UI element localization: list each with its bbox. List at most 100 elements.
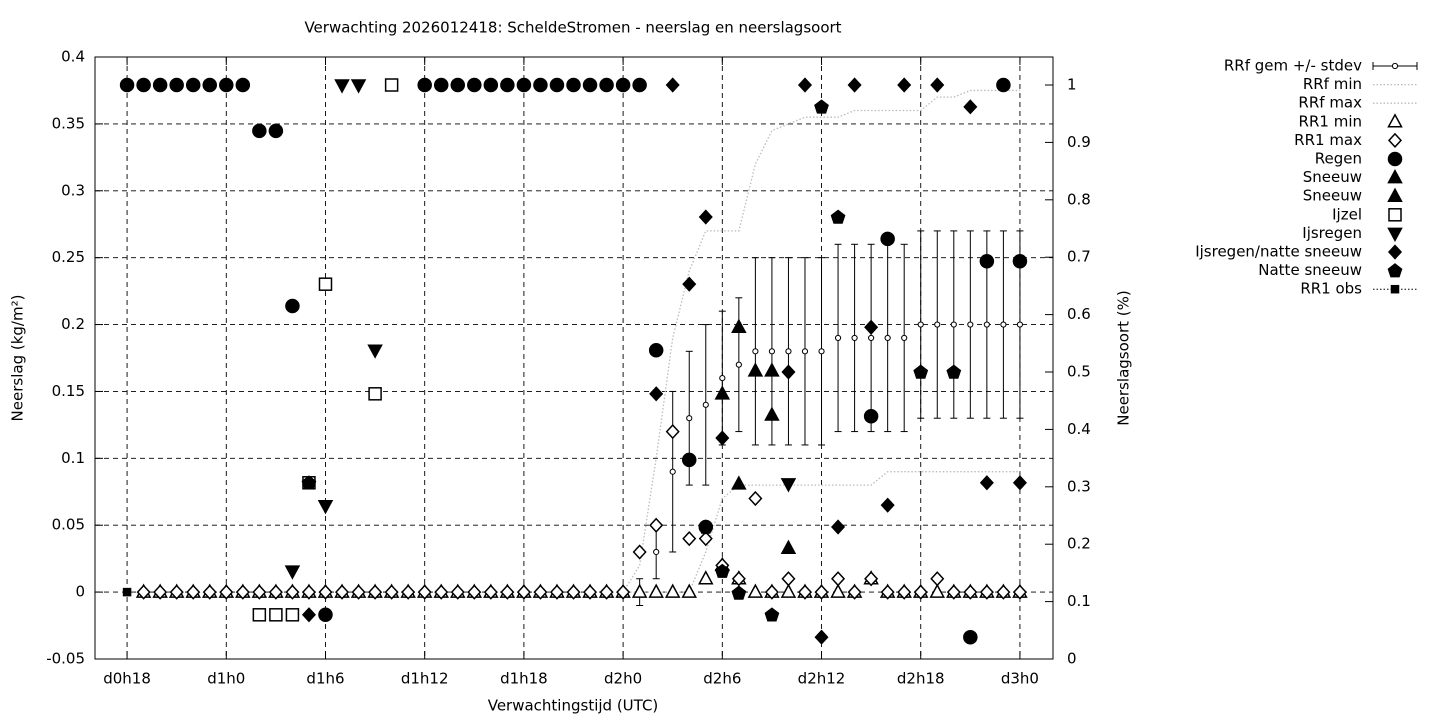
data-point — [665, 423, 680, 440]
y-tick-label: 0.1 — [61, 449, 85, 467]
mean-point — [801, 348, 809, 355]
data-point — [202, 77, 217, 93]
mean-point — [702, 401, 709, 408]
legend-label: RRf max — [1298, 94, 1362, 112]
data-point — [615, 77, 631, 93]
data-point — [434, 584, 449, 600]
data-point — [202, 584, 217, 600]
data-point — [1012, 475, 1027, 491]
data-point — [681, 583, 698, 598]
chart-title: Verwachting 2026012418: ScheldeStromen -… — [304, 19, 841, 37]
data-point — [549, 584, 564, 600]
y-tick-label: 0.2 — [61, 315, 85, 333]
data-point — [533, 584, 548, 600]
data-point — [318, 607, 333, 623]
data-point — [814, 99, 829, 114]
y2-tick-label: 0.2 — [1067, 535, 1091, 553]
data-point — [747, 362, 764, 377]
legend-label: Ijzel — [1332, 205, 1362, 223]
legend-label: RR1 obs — [1300, 280, 1362, 298]
data-point — [764, 607, 780, 622]
data-point — [831, 571, 846, 587]
data-point — [847, 77, 862, 93]
error-bar — [917, 230, 925, 419]
y-tick-label: 0.15 — [52, 382, 85, 400]
legend-symbol — [1387, 263, 1403, 278]
error-bar — [851, 243, 859, 433]
data-point — [268, 123, 284, 139]
data-point — [797, 584, 813, 600]
error-bar — [950, 230, 958, 419]
data-point — [747, 583, 764, 598]
error-bar — [718, 310, 726, 446]
data-point — [582, 77, 598, 93]
data-point — [450, 584, 465, 600]
mean-point — [1016, 321, 1024, 328]
data-point — [698, 530, 713, 547]
error-bar — [933, 230, 941, 419]
legend-symbol — [1388, 208, 1402, 222]
data-point — [284, 565, 301, 580]
data-point — [500, 584, 515, 600]
legend-label: Ijsregen — [1302, 224, 1362, 242]
data-point — [731, 571, 746, 587]
error-bar — [818, 257, 826, 446]
mean-point — [901, 334, 908, 342]
x-tick-label: d1h18 — [500, 670, 548, 688]
mean-point — [950, 321, 957, 328]
y2-tick-label: 0.3 — [1067, 477, 1091, 495]
data-point — [631, 583, 648, 598]
error-bar — [751, 257, 759, 446]
data-point — [897, 584, 912, 600]
legend-label: RR1 max — [1294, 131, 1362, 149]
legend-symbol — [1387, 227, 1403, 242]
y-tick-label: 0.35 — [52, 114, 85, 132]
data-point — [549, 77, 565, 93]
data-point — [185, 77, 201, 93]
data-point — [880, 584, 895, 600]
data-point — [433, 77, 449, 93]
data-point — [152, 77, 168, 93]
data-point — [830, 209, 846, 224]
data-point — [731, 318, 747, 333]
data-point — [814, 584, 829, 600]
data-point — [483, 584, 498, 600]
y2-tick-label: 0 — [1067, 650, 1077, 668]
data-point — [780, 478, 797, 493]
data-point — [979, 475, 994, 491]
data-point — [136, 584, 151, 600]
data-point — [384, 78, 399, 92]
data-point — [467, 77, 482, 93]
legend-label: Sneeuw — [1303, 187, 1362, 205]
y2-tick-label: 0.1 — [1067, 592, 1091, 610]
data-point — [632, 77, 647, 93]
mean-point — [884, 334, 891, 342]
data-point — [367, 344, 383, 359]
legend-symbol — [1390, 284, 1400, 294]
legend-symbol — [1387, 151, 1403, 167]
data-point — [599, 77, 614, 93]
legend-label: Sneeuw — [1303, 168, 1362, 186]
mean-point — [1000, 321, 1007, 328]
legend-label: Natte sneeuw — [1258, 261, 1362, 279]
legend-label: Regen — [1315, 150, 1362, 168]
y-tick-label: 0.25 — [52, 248, 85, 266]
data-point — [351, 584, 366, 600]
data-point — [897, 77, 912, 93]
data-point — [648, 342, 664, 358]
legend-label: Ijsregen/natte sneeuw — [1195, 243, 1362, 261]
data-point — [301, 607, 316, 623]
mean-point — [686, 415, 693, 422]
data-point — [317, 499, 334, 515]
data-point — [748, 490, 763, 507]
data-point — [682, 276, 697, 292]
mean-point — [983, 321, 990, 328]
data-point — [269, 608, 283, 622]
data-point — [401, 584, 416, 600]
data-point — [169, 77, 184, 93]
data-point — [268, 584, 283, 600]
legend-symbol — [1387, 187, 1403, 202]
data-point — [780, 539, 797, 554]
data-point — [780, 583, 797, 598]
